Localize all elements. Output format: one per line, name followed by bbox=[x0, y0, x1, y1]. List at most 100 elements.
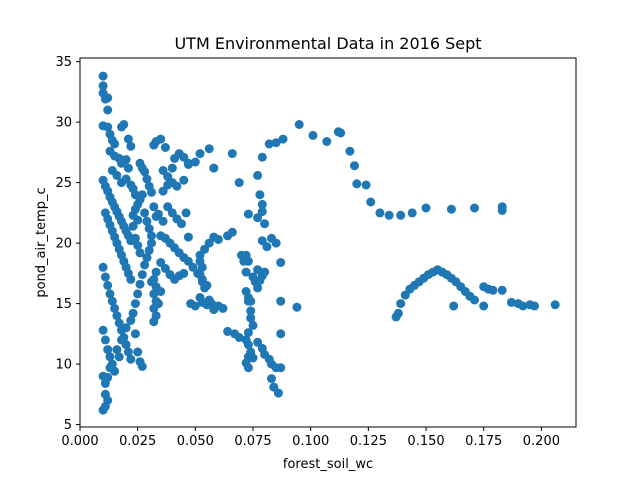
x-tick-label: 0.100 bbox=[292, 434, 329, 449]
data-point bbox=[267, 374, 276, 384]
data-point bbox=[100, 272, 110, 282]
data-point bbox=[227, 149, 237, 159]
data-point bbox=[156, 287, 166, 296]
data-point bbox=[190, 301, 200, 311]
data-point bbox=[488, 285, 498, 295]
data-point bbox=[144, 245, 154, 255]
data-point bbox=[264, 139, 274, 149]
data-point bbox=[160, 264, 170, 273]
data-point bbox=[276, 329, 286, 339]
data-point bbox=[506, 297, 516, 307]
data-point bbox=[200, 244, 210, 254]
data-point bbox=[253, 337, 263, 347]
data-point bbox=[144, 224, 154, 234]
data-point bbox=[271, 238, 281, 248]
data-point bbox=[140, 260, 150, 270]
data-point bbox=[292, 302, 302, 312]
data-point bbox=[234, 178, 244, 188]
data-point bbox=[163, 202, 173, 212]
data-point bbox=[213, 235, 223, 244]
data-point bbox=[393, 308, 403, 318]
data-point bbox=[253, 283, 263, 293]
data-point bbox=[103, 345, 113, 355]
data-point bbox=[550, 300, 560, 310]
data-point bbox=[421, 203, 431, 213]
data-point bbox=[322, 137, 332, 146]
data-point bbox=[470, 203, 479, 213]
data-point bbox=[183, 232, 193, 242]
data-point bbox=[133, 289, 143, 299]
data-point bbox=[103, 93, 113, 103]
data-point bbox=[126, 316, 136, 325]
data-point bbox=[195, 149, 205, 159]
data-point bbox=[135, 279, 145, 289]
data-point bbox=[151, 212, 161, 221]
data-point bbox=[253, 170, 263, 180]
data-point bbox=[246, 313, 256, 323]
x-tick-label: 0.025 bbox=[119, 434, 156, 449]
y-tick-label: 15 bbox=[55, 297, 72, 312]
data-point bbox=[112, 345, 122, 355]
data-point bbox=[396, 210, 406, 220]
data-point bbox=[200, 283, 210, 293]
data-point bbox=[243, 209, 253, 219]
data-point bbox=[179, 268, 189, 278]
data-point bbox=[294, 120, 304, 129]
data-point bbox=[107, 296, 117, 306]
data-point bbox=[128, 221, 138, 231]
data-point bbox=[149, 289, 159, 299]
y-tick-label: 5 bbox=[64, 418, 72, 433]
data-point bbox=[446, 204, 456, 214]
x-axis-label: forest_soil_wc bbox=[283, 457, 373, 472]
data-point bbox=[100, 401, 110, 411]
y-axis-label: pond_air_temp_c bbox=[34, 187, 49, 297]
data-point bbox=[352, 179, 362, 189]
data-point bbox=[110, 139, 120, 149]
data-point bbox=[130, 299, 140, 309]
data-point bbox=[128, 308, 138, 318]
data-point bbox=[470, 295, 479, 305]
data-point bbox=[119, 120, 129, 129]
data-point bbox=[103, 280, 113, 290]
chart-title: UTM Environmental Data in 2016 Sept bbox=[174, 34, 481, 53]
x-tick-label: 0.150 bbox=[407, 434, 444, 449]
data-point bbox=[246, 296, 256, 306]
data-point bbox=[195, 270, 205, 280]
data-point bbox=[147, 231, 156, 241]
data-point bbox=[243, 256, 253, 266]
data-point bbox=[479, 301, 489, 311]
data-point bbox=[273, 388, 283, 398]
data-point bbox=[133, 347, 143, 357]
data-point bbox=[257, 236, 267, 246]
data-point bbox=[366, 197, 376, 207]
data-point bbox=[518, 301, 528, 311]
data-point bbox=[396, 299, 406, 309]
y-axis: 5 10 15 20 25 30 35 bbox=[55, 55, 80, 433]
data-point bbox=[197, 262, 207, 272]
data-point bbox=[209, 163, 219, 173]
data-point bbox=[156, 134, 166, 144]
data-point bbox=[158, 186, 168, 196]
data-point bbox=[255, 190, 265, 200]
data-point bbox=[112, 170, 122, 180]
data-point bbox=[260, 219, 270, 229]
data-point bbox=[260, 267, 270, 277]
data-point bbox=[204, 295, 214, 305]
data-point bbox=[167, 163, 177, 173]
data-point bbox=[158, 166, 168, 175]
x-tick-label: 0.125 bbox=[350, 434, 387, 449]
data-point bbox=[140, 208, 150, 218]
data-point bbox=[345, 146, 355, 156]
x-tick-label: 0.050 bbox=[177, 434, 214, 449]
data-point bbox=[246, 306, 256, 316]
data-point bbox=[361, 180, 371, 190]
data-point bbox=[126, 354, 136, 364]
data-point bbox=[257, 207, 267, 217]
data-point bbox=[253, 213, 263, 223]
data-point bbox=[218, 303, 228, 313]
data-point bbox=[153, 299, 163, 309]
data-point bbox=[126, 274, 136, 284]
data-point bbox=[121, 323, 131, 333]
data-point bbox=[375, 208, 385, 218]
data-point bbox=[98, 81, 108, 91]
